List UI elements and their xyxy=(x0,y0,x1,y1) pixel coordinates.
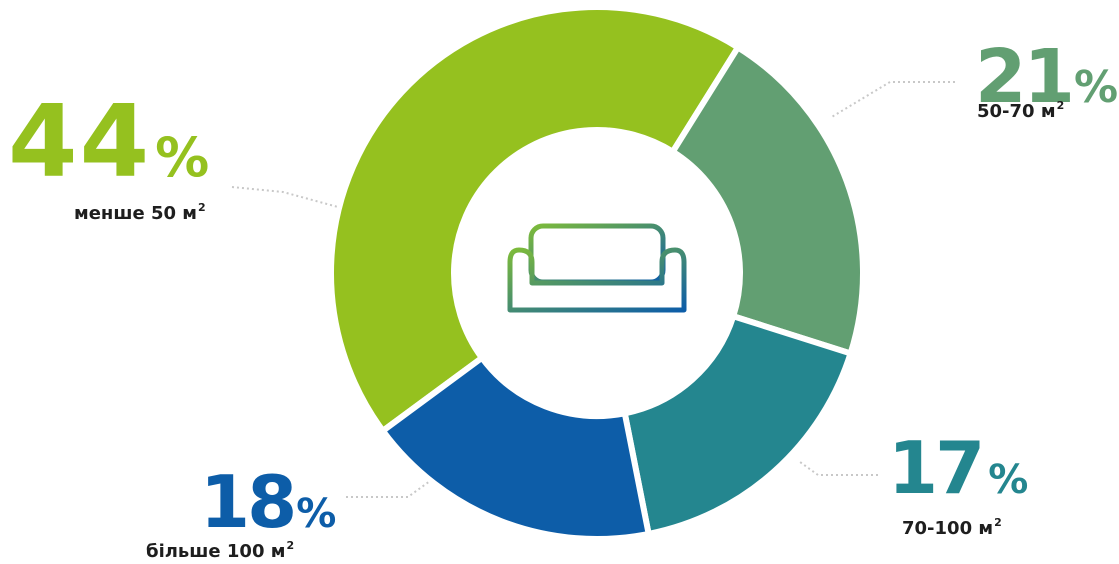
slice-category: 70-100 м2 xyxy=(902,516,1002,539)
slice-label-17: 17% 70-100 м2 xyxy=(888,426,1029,538)
percent-sign: % xyxy=(296,491,337,537)
slice-label-44: 44% менше 50 м2 xyxy=(8,83,210,223)
slice-category: 50-70 м2 xyxy=(977,99,1065,122)
percent-sign: % xyxy=(1073,62,1119,113)
leader-lines xyxy=(231,81,955,498)
donut-slice-17 xyxy=(621,313,854,537)
percent-sign: % xyxy=(155,126,210,189)
leader-line-21 xyxy=(829,81,955,119)
slice-label-21: 21% 50-70 м2 xyxy=(975,34,1119,121)
slice-percent-value: 17 xyxy=(888,426,985,510)
leader-line-18 xyxy=(346,480,431,498)
slice-percent-value: 44 xyxy=(8,83,152,200)
donut-slice-18 xyxy=(379,354,652,542)
percent-sign: % xyxy=(988,457,1029,503)
slice-category: більше 100 м2 xyxy=(146,539,295,562)
slice-percent-value: 18 xyxy=(200,460,297,544)
leader-line-17 xyxy=(799,461,878,476)
donut-slice-21 xyxy=(669,44,866,357)
slice-category: менше 50 м2 xyxy=(74,201,206,224)
leader-line-44 xyxy=(231,186,339,208)
donut-slice-44 xyxy=(328,4,741,434)
slice-label-18: 18% більше 100 м2 xyxy=(146,460,337,561)
slices xyxy=(328,4,866,542)
slice-percent-value: 21 xyxy=(975,34,1075,120)
sofa-icon xyxy=(507,223,687,325)
